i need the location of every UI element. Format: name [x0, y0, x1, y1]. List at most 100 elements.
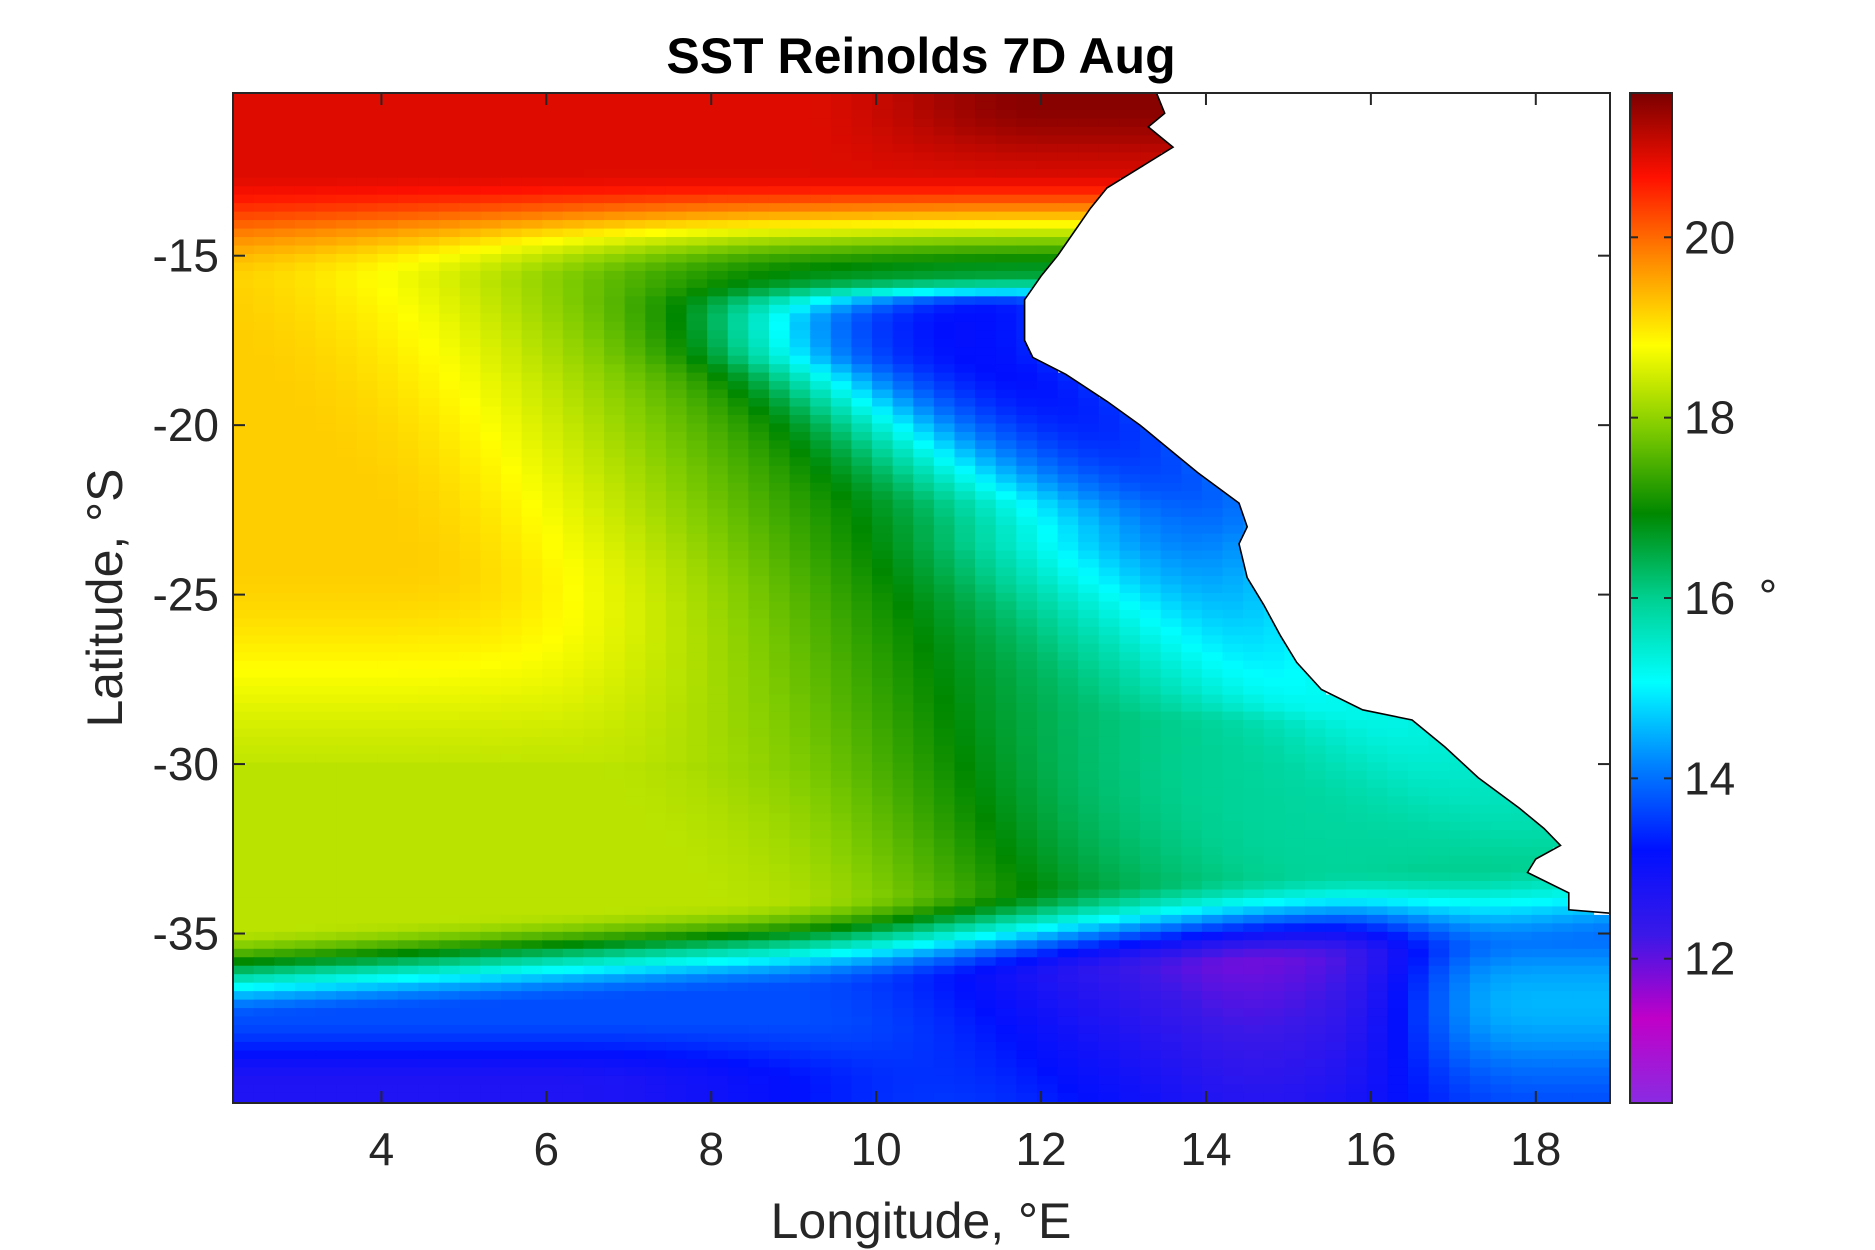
sst-cell [397, 304, 420, 314]
sst-cell [851, 567, 873, 577]
sst-cell [1057, 720, 1079, 730]
sst-cell [1284, 821, 1306, 831]
sst-cell [356, 364, 378, 374]
sst-cell [768, 711, 791, 721]
sst-cell [294, 135, 317, 145]
sst-cell [789, 889, 811, 899]
sst-cell [748, 745, 770, 755]
sst-cell [294, 296, 317, 306]
sst-cell [1284, 914, 1306, 924]
sst-cell [1387, 906, 1409, 916]
sst-cell [975, 838, 997, 848]
sst-cell [397, 474, 420, 484]
sst-cell [500, 330, 523, 340]
sst-cell [336, 923, 358, 933]
sst-cell [707, 550, 729, 560]
sst-cell [521, 245, 543, 255]
sst-cell [872, 923, 894, 933]
sst-cell [1057, 398, 1079, 408]
sst-cell [892, 906, 914, 916]
sst-cell [933, 143, 956, 153]
sst-cell [1325, 872, 1347, 882]
sst-cell [851, 660, 873, 670]
sst-cell [830, 728, 853, 738]
sst-cell [583, 847, 605, 857]
sst-cell [233, 270, 255, 281]
sst-cell [1140, 762, 1162, 772]
sst-cell [1078, 584, 1100, 594]
sst-cell [954, 160, 976, 170]
sst-cell [459, 177, 481, 187]
sst-cell [1098, 906, 1120, 916]
sst-cell [1078, 720, 1100, 730]
sst-cell [233, 533, 255, 543]
sst-cell [377, 499, 399, 509]
sst-cell [954, 330, 976, 340]
sst-cell [1119, 787, 1141, 797]
sst-cell [377, 143, 399, 153]
sst-cell [583, 177, 605, 187]
sst-cell [1036, 914, 1059, 924]
sst-cell [975, 414, 997, 425]
sst-cell [645, 584, 667, 594]
sst-cell [1078, 669, 1100, 679]
sst-cell [1366, 787, 1388, 797]
sst-cell [1016, 109, 1038, 120]
sst-cell [459, 914, 481, 924]
sst-cell [624, 237, 646, 247]
sst-cell [872, 279, 894, 289]
sst-cell [1387, 804, 1409, 814]
sst-cell [707, 669, 729, 679]
sst-cell [418, 787, 440, 797]
sst-cell [913, 821, 935, 831]
sst-cell [1057, 923, 1079, 933]
sst-cell [336, 804, 358, 814]
sst-cell [500, 347, 523, 357]
sst-cell [397, 245, 420, 255]
sst-cell [913, 508, 935, 518]
sst-cell [830, 160, 853, 170]
sst-cell [1449, 872, 1471, 882]
sst-cell [954, 889, 976, 899]
sst-cell [562, 270, 585, 281]
sst-cell [1160, 736, 1182, 747]
sst-cell [1222, 821, 1244, 831]
sst-cell [1222, 669, 1244, 679]
sst-cell [933, 406, 956, 416]
sst-cell [604, 93, 626, 103]
sst-cell [377, 643, 399, 653]
sst-cell [604, 779, 626, 789]
sst-cell [1387, 796, 1409, 806]
sst-cell [851, 237, 873, 247]
sst-cell [1469, 821, 1492, 831]
sst-cell [1284, 720, 1306, 730]
sst-cell [810, 287, 832, 297]
sst-cell [789, 694, 811, 704]
sst-cell [665, 279, 688, 289]
sst-cell [418, 152, 440, 162]
sst-cell [397, 779, 420, 789]
sst-cell [913, 143, 935, 153]
sst-cell [1304, 804, 1327, 814]
sst-cell [377, 457, 399, 467]
sst-cell [294, 703, 317, 713]
sst-cell [1346, 745, 1368, 755]
sst-cell [1222, 686, 1244, 696]
sst-cell [542, 889, 564, 899]
sst-cell [1016, 220, 1038, 230]
sst-cell [418, 864, 440, 874]
sst-cell [624, 652, 646, 662]
sst-cell [418, 872, 440, 882]
sst-cell [274, 736, 296, 747]
sst-cell [604, 889, 626, 899]
sst-cell [377, 372, 399, 382]
sst-cell [872, 135, 894, 145]
sst-cell [274, 372, 296, 382]
sst-cell [995, 457, 1017, 467]
sst-cell [459, 516, 481, 526]
sst-cell [1057, 728, 1079, 738]
sst-cell [686, 313, 708, 323]
sst-cell [1325, 736, 1347, 747]
sst-cell [975, 872, 997, 882]
sst-cell [707, 499, 729, 509]
